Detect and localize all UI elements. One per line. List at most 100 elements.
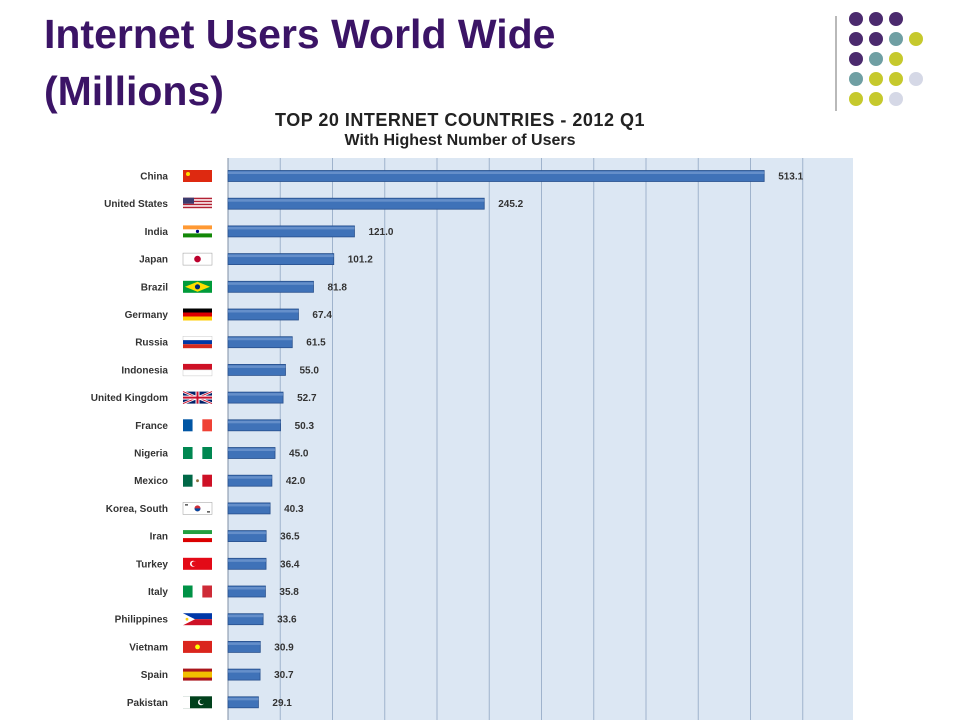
decorative-dot	[869, 12, 883, 26]
bar	[227, 696, 259, 709]
bar-highlight	[228, 310, 299, 313]
mexico-flag-icon	[183, 474, 212, 487]
decorative-dot-grid	[849, 12, 949, 116]
slide-title-line-1: Internet Users World Wide	[44, 11, 556, 57]
bar-highlight	[228, 365, 286, 368]
china-flag-icon	[183, 170, 212, 182]
category-label: Brazil	[141, 282, 168, 293]
bar	[227, 253, 335, 266]
iran-flag-icon	[183, 530, 212, 543]
bar-highlight	[228, 171, 765, 174]
category-label: United Kingdom	[91, 393, 168, 404]
decorative-dot	[889, 92, 903, 106]
bar-highlight	[228, 226, 355, 230]
italy-flag-icon	[183, 585, 212, 598]
indonesia-flag-icon	[182, 363, 213, 377]
france-flag-icon	[183, 419, 212, 432]
decorative-dot	[869, 72, 883, 86]
nigeria-flag-icon	[183, 447, 212, 459]
data-label: 30.7	[274, 670, 294, 681]
data-label: 36.5	[280, 532, 300, 543]
decorative-dot	[889, 72, 903, 86]
bar-highlight	[228, 448, 276, 451]
decorative-dot	[909, 32, 923, 46]
data-label: 40.3	[284, 504, 304, 515]
category-label: Vietnam	[129, 642, 168, 653]
decorative-dot	[909, 72, 923, 86]
category-label: United States	[104, 199, 168, 210]
data-label: 29.1	[272, 698, 292, 709]
bar	[227, 557, 267, 570]
bar	[227, 474, 273, 487]
philippines-flag-icon	[183, 613, 212, 626]
plot-area	[228, 158, 853, 720]
germany-flag-icon	[183, 308, 212, 321]
data-label: 50.3	[295, 421, 315, 432]
data-label: 121.0	[368, 227, 393, 238]
bar-highlight	[228, 282, 314, 285]
decorative-dot	[849, 52, 863, 66]
chart-header: TOP 20 INTERNET COUNTRIES - 2012 Q1 With…	[170, 110, 750, 150]
category-label: Mexico	[134, 476, 168, 487]
category-label: Iran	[150, 532, 168, 543]
pakistan-flag-icon	[183, 696, 212, 709]
bar-highlight	[228, 697, 259, 701]
bar-highlight	[228, 559, 267, 562]
data-label: 42.0	[286, 476, 306, 487]
category-label: Germany	[125, 310, 169, 321]
category-label: Italy	[148, 587, 168, 598]
bar	[227, 613, 264, 626]
slide-title-line-2: (Millions)	[44, 68, 224, 114]
india-flag-icon	[183, 225, 212, 238]
category-label: Spain	[141, 670, 168, 681]
slide-title: Internet Users World Wide (Millions)	[44, 6, 804, 120]
data-label: 513.1	[778, 172, 803, 183]
united-states-flag-icon	[183, 197, 212, 210]
bar	[227, 502, 271, 515]
bar-highlight	[228, 393, 284, 396]
category-label: Japan	[139, 255, 168, 266]
united-kingdom-flag-icon	[182, 390, 213, 405]
bar-highlight	[228, 531, 267, 535]
bar	[227, 668, 261, 681]
category-label: Philippines	[115, 615, 169, 626]
decorative-dot	[869, 32, 883, 46]
bar-highlight	[228, 337, 293, 341]
category-label: China	[140, 172, 168, 183]
bar-highlight	[228, 476, 272, 479]
bar	[227, 308, 299, 321]
data-label: 61.5	[306, 338, 326, 349]
spain-flag-icon	[183, 668, 212, 681]
bar	[227, 197, 485, 210]
data-label: 101.2	[348, 255, 373, 266]
category-label: France	[135, 421, 168, 432]
category-label: Turkey	[136, 559, 168, 570]
bar-highlight	[228, 254, 334, 258]
bar	[227, 280, 314, 293]
bar	[227, 419, 281, 432]
decorative-dot	[869, 52, 883, 66]
category-label: Korea, South	[106, 504, 168, 515]
turkey-flag-icon	[183, 557, 212, 570]
decorative-dot	[849, 92, 863, 106]
decorative-dot	[869, 92, 883, 106]
decorative-dot	[849, 32, 863, 46]
bar-highlight	[228, 420, 281, 424]
data-label: 52.7	[297, 393, 317, 404]
category-label: India	[145, 227, 169, 238]
data-label: 36.4	[280, 559, 300, 570]
bar-highlight	[228, 670, 261, 673]
bar-highlight	[228, 587, 266, 590]
data-label: 81.8	[327, 282, 347, 293]
data-label: 67.4	[312, 310, 332, 321]
vietnam-flag-icon	[183, 640, 212, 653]
chart-subtitle: With Highest Number of Users	[344, 132, 576, 149]
bar	[227, 363, 286, 376]
bar	[227, 170, 765, 182]
bar	[227, 530, 267, 542]
korea-south-flag-icon	[182, 502, 213, 515]
chart-title: TOP 20 INTERNET COUNTRIES - 2012 Q1	[275, 110, 645, 130]
data-label: 33.6	[277, 615, 297, 626]
bar-highlight	[228, 199, 485, 202]
